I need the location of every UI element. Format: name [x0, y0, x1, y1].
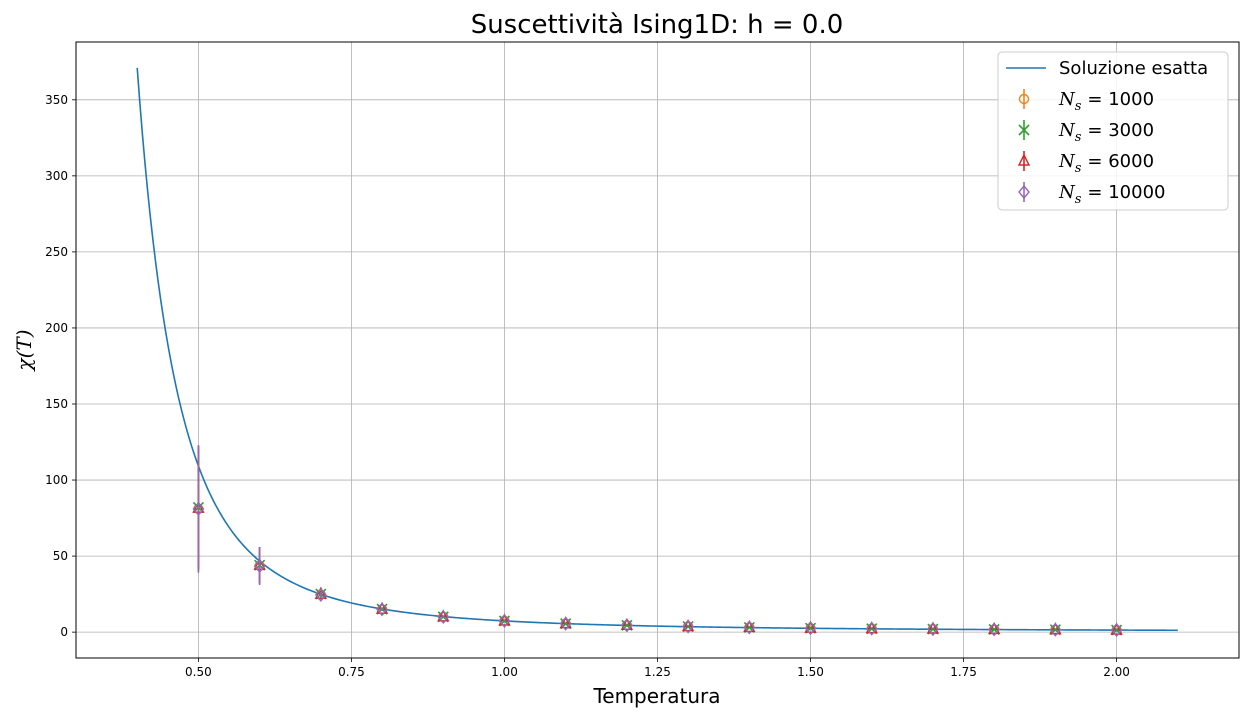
legend-marker: [1017, 153, 1031, 166]
y-tick-label: 150: [45, 397, 68, 411]
legend-marker: [1018, 93, 1030, 105]
legend: Soluzione esatta Ns = 1000 Ns = 3000 Ns = 6000…: [997, 51, 1229, 211]
data-series: [192, 445, 1123, 638]
y-tick-label: 350: [45, 93, 68, 107]
legend-marker: [1018, 124, 1030, 136]
data-point: [375, 601, 389, 614]
data-point: [620, 617, 634, 630]
data-point: [988, 622, 1001, 637]
legend-label: Ns = 6000: [1058, 151, 1154, 176]
data-point: [314, 586, 327, 599]
y-tick-label: 100: [45, 473, 68, 487]
data-point: [743, 619, 756, 633]
legend-item: Ns = 10000: [1018, 182, 1166, 207]
x-tick-label: 1.50: [797, 665, 824, 679]
legend-symbol: N: [1058, 151, 1076, 172]
data-point: [988, 621, 1001, 635]
legend-symbol: N: [1058, 120, 1076, 141]
legend-subscript: s: [1075, 130, 1082, 145]
legend-box: [997, 51, 1229, 211]
data-point: [253, 558, 266, 574]
legend-item: Ns = 6000: [1017, 151, 1154, 176]
legend-marker: [1018, 184, 1030, 200]
data-point: [376, 602, 388, 617]
legend-label: Ns = 10000: [1058, 182, 1166, 207]
x-tick-label: 0.50: [185, 665, 212, 679]
legend-subscript: s: [1075, 192, 1082, 207]
legend-label-exact: Soluzione esatta: [1059, 58, 1208, 79]
chart-title: Suscettività Ising1D: h = 0.0: [471, 10, 844, 40]
series-diamond: [192, 445, 1123, 638]
data-point: [437, 609, 450, 625]
data-point: [314, 587, 327, 602]
legend-subscript: s: [1075, 99, 1082, 114]
y-tick-label: 50: [53, 549, 68, 563]
y-tick-label: 300: [45, 169, 68, 183]
data-point: [926, 621, 940, 634]
x-tick-label: 1.75: [950, 665, 977, 679]
data-point: [559, 616, 572, 631]
legend-item: Ns = 1000: [1018, 89, 1154, 114]
y-axis-title: χ(T): [12, 329, 36, 372]
legend-value: = 3000: [1087, 120, 1154, 141]
data-point: [1110, 622, 1123, 638]
data-point: [865, 621, 878, 636]
legend-marker-stroke: [1018, 124, 1030, 136]
x-tick-label: 1.25: [644, 665, 671, 679]
y-tick-label: 0: [60, 625, 68, 639]
legend-item: Ns = 3000: [1018, 120, 1154, 145]
data-point: [1049, 622, 1062, 635]
axis-ticks: 0.50 0.75 1.00 1.25 1.50 1.75 2.00 0 50 100 150 200…: [45, 93, 1130, 679]
data-point: [865, 621, 878, 634]
legend-value: = 6000: [1087, 151, 1154, 172]
exact-solution-line: [136, 67, 1178, 632]
data-point: [743, 620, 756, 635]
data-point: [804, 620, 817, 633]
data-point: [620, 618, 633, 633]
data-point: [681, 618, 695, 632]
x-tick-label: 2.00: [1103, 665, 1130, 679]
data-point: [498, 613, 511, 626]
data-point: [682, 619, 695, 634]
x-axis-title: Temperatura: [592, 684, 720, 708]
legend-label: Ns = 1000: [1058, 89, 1154, 114]
y-tick-label: 200: [45, 321, 68, 335]
legend-symbol: N: [1058, 89, 1076, 110]
data-point: [1110, 622, 1123, 635]
legend-symbol: N: [1058, 182, 1076, 203]
grid: [76, 42, 1239, 658]
legend-value: = 1000: [1087, 89, 1154, 110]
legend-value: = 10000: [1087, 182, 1165, 203]
exact-solution: [136, 67, 1178, 632]
y-tick-label: 250: [45, 245, 68, 259]
x-tick-label: 0.75: [338, 665, 365, 679]
data-point: [927, 622, 939, 637]
data-point: [498, 613, 511, 628]
legend-subscript: s: [1075, 161, 1082, 176]
data-point: [192, 501, 205, 517]
data-point: [1049, 622, 1062, 637]
x-tick-label: 1.00: [491, 665, 518, 679]
legend-label: Ns = 3000: [1058, 120, 1154, 145]
data-point: [559, 616, 572, 629]
data-point: [804, 621, 817, 636]
data-point: [437, 609, 450, 622]
